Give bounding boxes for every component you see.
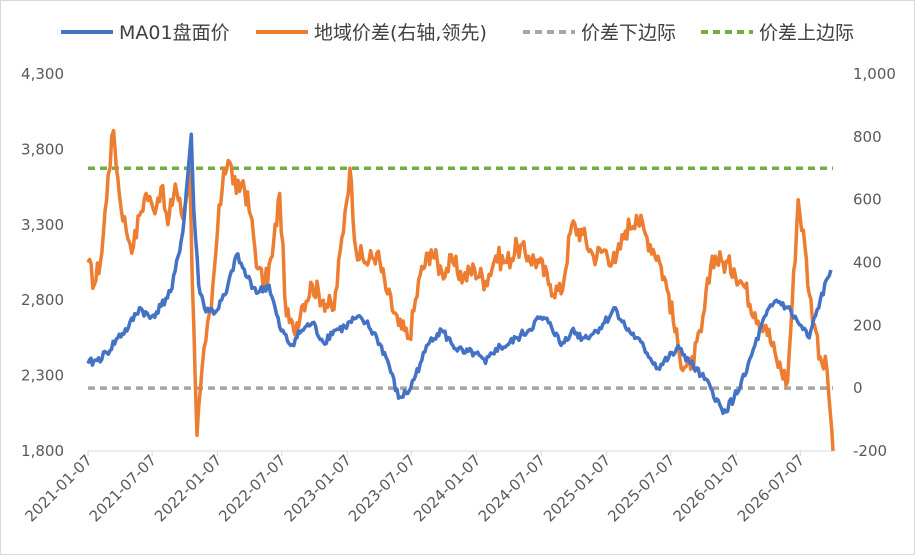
y-left-tick-label: 4,300 xyxy=(21,65,64,83)
x-tick-label: 2023-07-07 xyxy=(345,451,419,525)
x-axis-ticks: 2021-01-072021-07-072022-01-072022-07-07… xyxy=(21,451,808,525)
y-right-tick-label: 400 xyxy=(853,254,882,272)
x-tick-label: 2023-01-07 xyxy=(281,451,355,525)
x-tick-label: 2022-01-07 xyxy=(151,451,225,525)
y-left-tick-label: 3,800 xyxy=(21,140,64,158)
y-left-tick-label: 2,800 xyxy=(21,291,64,309)
x-tick-label: 2022-07-07 xyxy=(215,451,289,525)
y-right-tick-label: 800 xyxy=(853,128,882,146)
y-left-axis-ticks: 1,800 2,300 2,800 3,300 3,800 4,300 xyxy=(21,65,64,460)
spread-series-line xyxy=(86,128,835,452)
x-tick-label: 2021-01-07 xyxy=(21,451,95,525)
y-left-tick-label: 2,300 xyxy=(21,367,64,385)
y-right-tick-label: 0 xyxy=(853,379,863,397)
y-right-tick-label: -200 xyxy=(853,442,887,460)
x-tick-label: 2025-07-07 xyxy=(604,451,678,525)
y-left-tick-label: 3,300 xyxy=(21,216,64,234)
legend-label-upper-bound: 价差上边际 xyxy=(759,22,854,44)
plot-area xyxy=(86,128,835,452)
x-tick-label: 2026-01-07 xyxy=(670,451,744,525)
x-tick-label: 2024-07-07 xyxy=(475,451,549,525)
axes: 2021-01-072021-07-072022-01-072022-07-07… xyxy=(21,65,896,525)
legend-label-ma01: MA01盘面价 xyxy=(119,22,230,44)
ma01-series-line xyxy=(86,132,833,416)
x-tick-label: 2024-01-07 xyxy=(410,451,484,525)
legend: MA01盘面价 地域价差(右轴,领先) 价差下边际 价差上边际 xyxy=(61,22,854,44)
y-left-tick-label: 1,800 xyxy=(21,442,64,460)
y-right-tick-label: 200 xyxy=(853,316,882,334)
y-right-axis-ticks: -200 0 200 400 600 800 1,000 xyxy=(853,65,896,460)
x-tick-label: 2025-01-07 xyxy=(540,451,614,525)
legend-label-spread: 地域价差(右轴,领先) xyxy=(314,22,487,44)
legend-label-lower-bound: 价差下边际 xyxy=(581,22,676,44)
x-tick-label: 2026-07-07 xyxy=(734,451,808,525)
x-tick-label: 2021-07-07 xyxy=(86,451,160,525)
y-right-tick-label: 1,000 xyxy=(853,65,896,83)
y-right-tick-label: 600 xyxy=(853,191,882,209)
